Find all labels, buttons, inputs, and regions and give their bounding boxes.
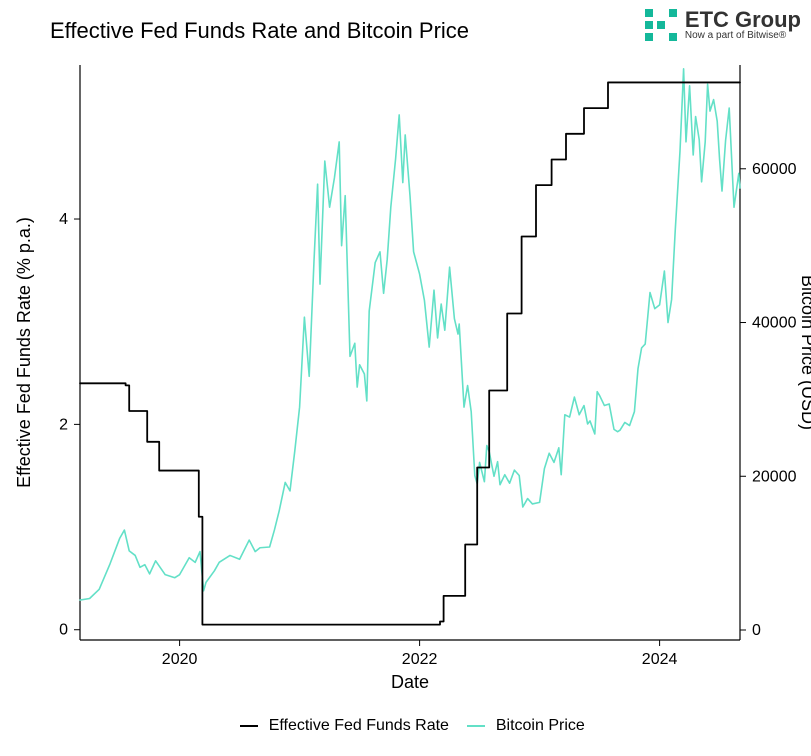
chart-svg: 2020 2022 2024 Date 0 2 4 Effective Fed Funds R… [0,55,811,695]
svg-text:20000: 20000 [752,468,797,485]
page: Effective Fed Funds Rate and Bitcoin Pri… [0,0,811,756]
svg-text:2020: 2020 [162,651,198,668]
logo-main-text: ETC Group [685,8,801,31]
svg-text:0: 0 [752,622,761,639]
logo-text: ETC Group Now a part of Bitwise® [685,8,801,42]
svg-text:0: 0 [59,622,68,639]
legend-swatch-2 [467,725,485,727]
svg-text:4: 4 [59,211,68,228]
chart-title: Effective Fed Funds Rate and Bitcoin Pri… [50,18,469,44]
legend-swatch-1 [240,725,258,727]
legend-label-2: Bitcoin Price [496,717,585,734]
svg-text:2: 2 [59,416,68,433]
svg-text:Date: Date [391,672,429,692]
chart-area: 2020 2022 2024 Date 0 2 4 Effective Fed Funds R… [0,55,811,735]
logo-sub-text: Now a part of Bitwise® [685,31,801,42]
svg-text:60000: 60000 [752,161,797,178]
svg-text:Effective Fed Funds Rate (% p.: Effective Fed Funds Rate (% p.a.) [14,217,34,488]
svg-text:40000: 40000 [752,315,797,332]
svg-text:2024: 2024 [642,651,678,668]
svg-text:Bitcoin Price (USD): Bitcoin Price (USD) [798,275,811,430]
legend: Effective Fed Funds Rate Bitcoin Price [0,717,811,735]
logo-icon [645,9,677,41]
legend-label-1: Effective Fed Funds Rate [269,717,449,734]
svg-text:2022: 2022 [402,651,438,668]
header: Effective Fed Funds Rate and Bitcoin Pri… [0,8,811,58]
brand-logo: ETC Group Now a part of Bitwise® [645,8,801,42]
